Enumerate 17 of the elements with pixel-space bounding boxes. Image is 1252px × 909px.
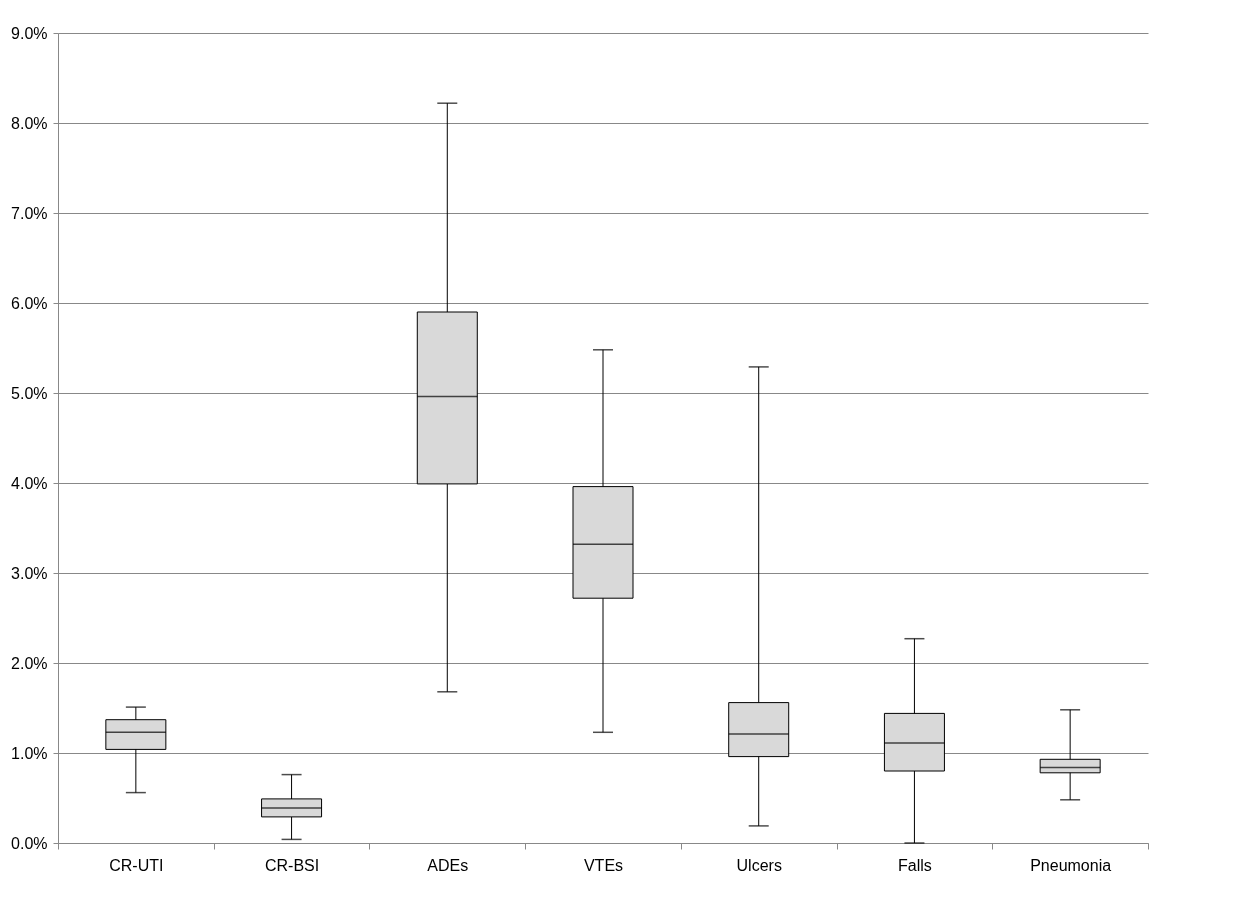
x-tick-label: Ulcers bbox=[736, 856, 782, 874]
x-tick-label: Falls bbox=[898, 856, 932, 874]
x-tick-label: VTEs bbox=[583, 856, 624, 874]
y-tick-label: 0.0% bbox=[11, 834, 48, 852]
y-tick-label: 6.0% bbox=[11, 294, 48, 312]
x-tick-label: Pneumonia bbox=[1030, 856, 1112, 874]
y-tick-label: 2.0% bbox=[11, 654, 48, 672]
y-tick-label: 5.0% bbox=[11, 384, 48, 402]
y-tick-label: 1.0% bbox=[11, 744, 48, 762]
x-tick-label: CR-BSI bbox=[264, 856, 320, 874]
y-tick-label: 4.0% bbox=[11, 474, 48, 492]
y-tick-label: 7.0% bbox=[11, 204, 48, 222]
y-tick-label: 8.0% bbox=[11, 114, 48, 132]
y-tick-label: 3.0% bbox=[11, 564, 48, 582]
x-tick-label: CR-UTI bbox=[109, 856, 164, 874]
y-tick-label: 9.0% bbox=[11, 24, 48, 42]
x-tick-label: ADEs bbox=[427, 856, 469, 874]
